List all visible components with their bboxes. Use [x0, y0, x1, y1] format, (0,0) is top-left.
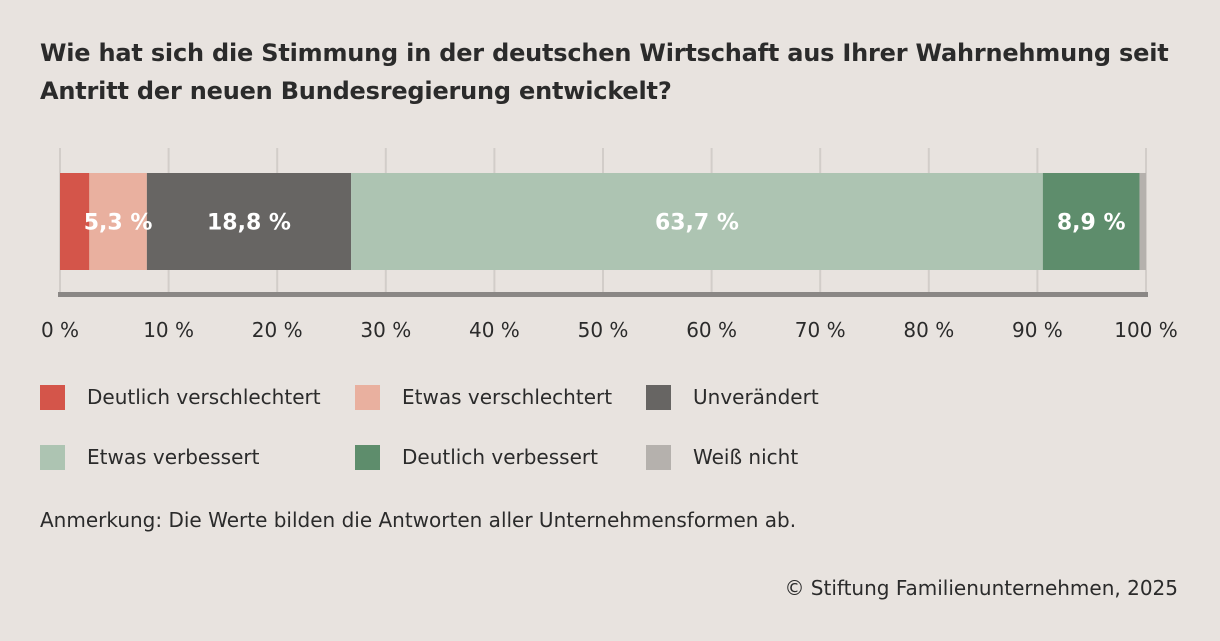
legend-swatch [355, 444, 380, 470]
x-tick-label: 10 % [143, 318, 194, 342]
bar-value-label-3: 63,7 % [655, 211, 739, 236]
x-tick-label: 70 % [795, 318, 846, 342]
legend-item: Weiß nicht [646, 444, 798, 470]
x-tick-label: 30 % [360, 318, 411, 342]
legend-label: Etwas verbessert [87, 445, 260, 469]
x-tick-label: 80 % [903, 318, 954, 342]
x-tick-label: 90 % [1012, 318, 1063, 342]
x-tick-label: 20 % [252, 318, 303, 342]
x-tick-label: 0 % [41, 318, 79, 342]
legend-item: Deutlich verschlechtert [40, 384, 321, 410]
legend-label: Unverändert [693, 385, 819, 409]
legend-label: Deutlich verschlechtert [87, 385, 321, 409]
legend-item: Etwas verbessert [40, 444, 259, 470]
x-axis-line [58, 292, 1148, 297]
legend-swatch [646, 384, 671, 410]
legend-item: Unverändert [646, 384, 819, 410]
bar-value-label-2: 18,8 % [207, 211, 291, 236]
stacked-bar-chart: 5,3 % 18,8 % 63,7 % 8,9 % 0 % 10 % 20 % 30 % 40… [41, 148, 1178, 342]
legend-swatch [40, 444, 65, 470]
bar-segment-1 [89, 173, 147, 270]
chart-title: Wie hat sich die Stimmung in der deutsch… [40, 39, 1169, 105]
legend-label: Deutlich verbessert [402, 445, 598, 469]
legend-swatch [646, 444, 671, 470]
bar-segment-4 [1042, 173, 1140, 270]
x-tick-label: 50 % [578, 318, 629, 342]
legend-item: Etwas verschlechtert [355, 384, 612, 410]
chart-note: Anmerkung: Die Werte bilden die Antworte… [40, 508, 797, 532]
bar-segment-2 [146, 173, 352, 270]
bar-segment-0 [60, 173, 90, 270]
x-tick-label: 40 % [469, 318, 520, 342]
legend-label: Etwas verschlechtert [402, 385, 613, 409]
bar-value-label-4: 8,9 % [1057, 211, 1126, 236]
bar-value-label-1: 5,3 % [84, 211, 153, 236]
bar-segment-5 [1139, 173, 1146, 270]
chart-source: © Stiftung Familienunternehmen, 2025 [784, 576, 1178, 600]
legend-item: Deutlich verbessert [355, 444, 598, 470]
legend-swatch [355, 384, 380, 410]
legend-label: Weiß nicht [693, 445, 799, 469]
bar-segment-3 [351, 173, 1043, 270]
x-tick-label: 60 % [686, 318, 737, 342]
x-tick-label: 100 % [1114, 318, 1178, 342]
legend-swatch [40, 384, 65, 410]
